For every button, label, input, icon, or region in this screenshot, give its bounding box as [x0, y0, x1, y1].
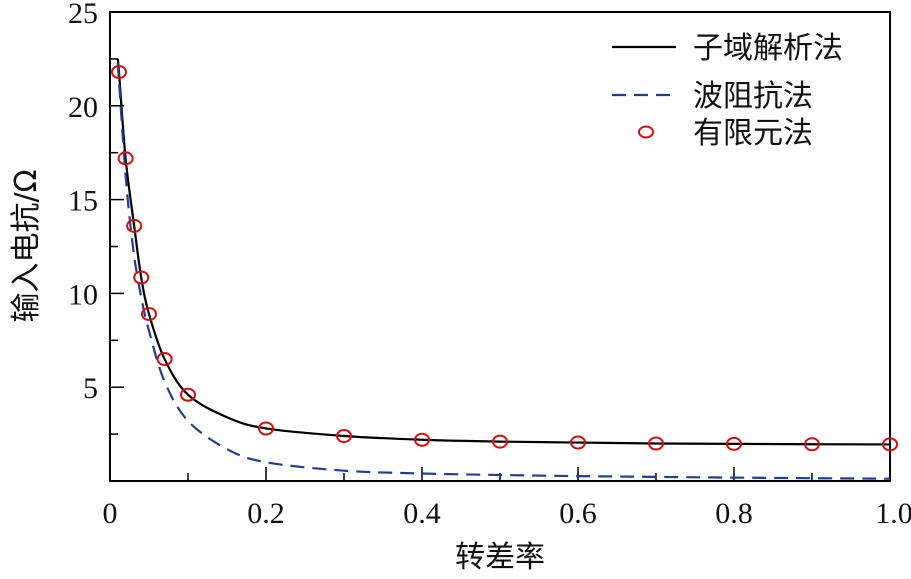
y-tick-label: 25	[68, 0, 98, 30]
legend-label: 有限元法	[693, 116, 813, 151]
fem-data-point	[570, 435, 586, 450]
fem-data-point	[156, 352, 173, 367]
legend: 子域解析法 波阻抗法 有限元法	[612, 31, 843, 151]
y-axis-ticks: 5 10 15 20 25	[68, 0, 124, 435]
x-tick-label: 0.8	[715, 497, 753, 530]
y-axis-title: 输入电抗/Ω	[9, 169, 44, 322]
legend-label: 波阻抗法	[693, 79, 813, 114]
legend-item-subdomain: 子域解析法	[612, 31, 843, 66]
fem-data-point	[414, 432, 430, 447]
legend-item-wave-impedance: 波阻抗法	[612, 79, 813, 114]
x-tick-label: 1.0	[875, 497, 911, 530]
legend-label: 子域解析法	[693, 31, 843, 66]
x-tick-label: 0.2	[247, 497, 285, 530]
y-tick-label: 5	[83, 372, 98, 405]
fem-data-point	[648, 436, 664, 451]
legend-item-fem: 有限元法	[638, 116, 813, 151]
fem-data-point	[117, 151, 134, 166]
x-tick-label: 0.4	[403, 497, 441, 530]
fem-data-point	[141, 307, 157, 322]
fem-data-point	[258, 421, 274, 436]
x-tick-label: 0.6	[559, 497, 597, 530]
fem-data-point	[110, 65, 127, 80]
fem-data-point	[133, 270, 150, 285]
y-tick-label: 20	[68, 91, 98, 124]
fem-data-point	[492, 434, 508, 449]
fem-data-point	[126, 218, 143, 233]
fem-data-point	[336, 428, 352, 443]
fem-data-point	[726, 436, 742, 451]
fem-data-point	[180, 387, 196, 402]
y-tick-label: 10	[68, 278, 98, 311]
fem-data-point	[882, 437, 898, 452]
red-circle-icon	[638, 125, 654, 139]
series-line-subdomain	[116, 58, 891, 446]
series-line-wave-impedance	[116, 62, 891, 480]
x-tick-label: 0	[103, 497, 118, 530]
y-tick-label: 15	[68, 185, 98, 218]
series-layer	[110, 58, 898, 480]
x-axis-ticks: 0 0.2 0.4 0.6 0.8 1.0	[103, 467, 911, 530]
fem-data-point	[804, 437, 820, 452]
x-axis-title: 转差率	[455, 540, 545, 575]
